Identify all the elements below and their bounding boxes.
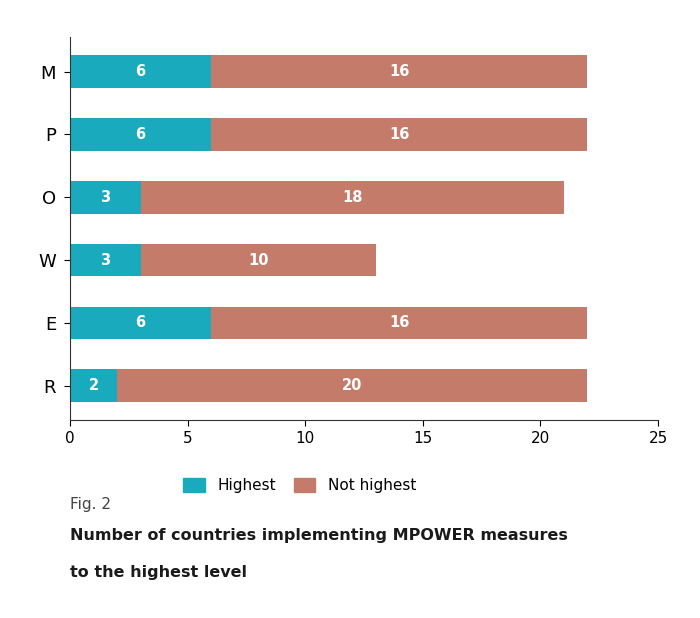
Bar (211, 118, 587, 151)
Text: 3: 3 (100, 253, 111, 268)
Bar (141, 243, 376, 276)
Text: 16: 16 (389, 315, 410, 331)
Text: 20: 20 (342, 378, 363, 393)
Text: 6: 6 (136, 127, 146, 142)
Text: 6: 6 (136, 64, 146, 79)
Text: 10: 10 (248, 253, 268, 268)
Bar (70, 181, 141, 214)
Bar (141, 181, 564, 214)
Text: 6: 6 (136, 315, 146, 331)
Bar (70, 370, 117, 402)
Bar (70, 55, 211, 88)
Text: 18: 18 (342, 190, 363, 205)
Bar (211, 55, 587, 88)
Text: 16: 16 (389, 127, 410, 142)
Bar (70, 118, 211, 151)
Bar (70, 243, 141, 276)
Bar (70, 307, 211, 339)
Legend: Highest, Not highest: Highest, Not highest (183, 478, 416, 493)
Bar (117, 370, 587, 402)
Text: 3: 3 (100, 190, 111, 205)
Text: Fig. 2: Fig. 2 (70, 497, 111, 512)
Text: to the highest level: to the highest level (70, 565, 247, 580)
Text: 2: 2 (88, 378, 99, 393)
Text: Number of countries implementing MPOWER measures: Number of countries implementing MPOWER … (70, 528, 568, 543)
Text: 16: 16 (389, 64, 410, 79)
Bar (211, 307, 587, 339)
